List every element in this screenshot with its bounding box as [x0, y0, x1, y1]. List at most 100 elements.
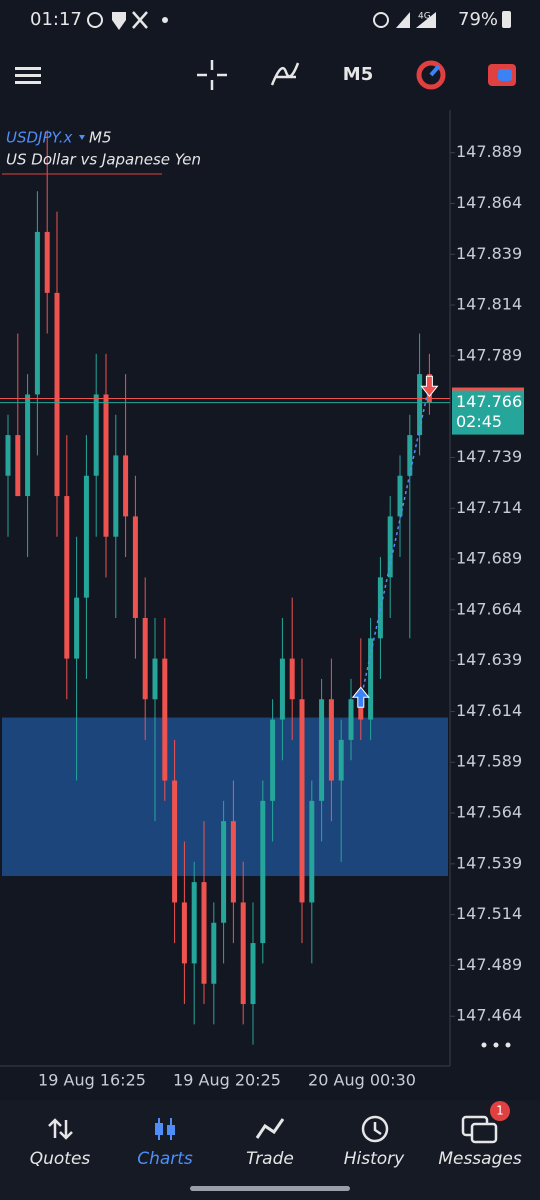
crosshair-button[interactable]: [197, 60, 227, 90]
history-icon: [361, 1115, 389, 1143]
more-button[interactable]: [481, 1042, 511, 1048]
account-button-inner: [498, 69, 512, 81]
x-tick-label: 20 Aug 00:30: [308, 1071, 416, 1090]
candle-body: [377, 577, 383, 639]
candle-body: [328, 699, 334, 781]
nav-bar: [0, 1100, 540, 1200]
candle-body: [221, 821, 227, 923]
candle-body: [74, 597, 80, 659]
y-tick-label: 147.614: [456, 701, 522, 720]
shield-icon: [112, 12, 126, 30]
bid-timer: 02:45: [456, 412, 502, 431]
menu-bar: [15, 67, 41, 70]
candle-body: [201, 882, 207, 984]
y-tick-label: 147.739: [456, 447, 522, 466]
nav-item[interactable]: History: [344, 1149, 405, 1169]
candle-body: [54, 292, 60, 497]
y-tick-label: 147.489: [456, 955, 522, 974]
badge: [490, 1101, 510, 1121]
nav-item[interactable]: Trade: [246, 1149, 294, 1169]
menu-button[interactable]: [15, 67, 41, 84]
y-tick-label: 147.639: [456, 650, 522, 669]
candle-body: [152, 658, 158, 700]
candle-body: [162, 658, 168, 781]
candle-body: [309, 800, 315, 903]
menu-bar: [15, 74, 41, 77]
y-tick-label: 147.464: [456, 1006, 522, 1025]
symbol-description: US Dollar vs Japanese Yen: [6, 151, 201, 169]
bid-label: 147.766: [456, 392, 522, 411]
signal-icon: [396, 12, 410, 28]
dot: [493, 1042, 499, 1048]
quotes-icon: [48, 1118, 73, 1140]
candle-body: [289, 658, 295, 700]
nav-item[interactable]: Quotes: [30, 1149, 91, 1169]
buy-arrow: [351, 686, 370, 708]
timeframe-button[interactable]: M5: [343, 64, 373, 85]
candle-body: [368, 638, 374, 720]
candle-body: [15, 435, 21, 497]
candle-body: [142, 617, 148, 700]
sell-arrow: [420, 375, 439, 398]
candle-body: [44, 231, 50, 293]
candle-body: [397, 475, 403, 517]
plot: 147.889 147.864 147.839 147.814 147.789 147.7…: [0, 130, 524, 1045]
candle-body: [34, 231, 40, 395]
candle-body: [319, 699, 325, 801]
charts-icon: [155, 1123, 163, 1135]
history-icon: [373, 1122, 382, 1136]
candle-body: [113, 455, 119, 537]
candle-body: [417, 374, 423, 436]
network: 4G: [418, 12, 431, 22]
candle-body: [240, 902, 246, 1005]
candle-body: [172, 780, 178, 903]
charts-icon: [167, 1125, 175, 1135]
dot: [162, 17, 168, 23]
battery-icon: [502, 11, 511, 28]
candle-body: [25, 394, 31, 497]
battery-level: 79%: [458, 9, 498, 30]
candle-body: [93, 394, 99, 476]
x-tick-label: 19 Aug 16:25: [38, 1071, 146, 1090]
candle-body: [260, 800, 266, 944]
home-indicator: [190, 1186, 350, 1191]
app-icon: [87, 12, 103, 28]
dot: [505, 1042, 511, 1048]
candle-body: [64, 496, 70, 659]
candle-body: [338, 739, 344, 781]
y-tick-label: 147.714: [456, 498, 522, 517]
dot: [481, 1042, 487, 1048]
y-tick-label: 147.514: [456, 904, 522, 923]
trade-icon: [255, 1118, 285, 1139]
x-tick-label: 19 Aug 20:25: [173, 1071, 281, 1090]
y-tick-label: 147.689: [456, 549, 522, 568]
candle-body: [83, 475, 89, 598]
candle-body: [387, 516, 393, 578]
symbol[interactable]: USDJPY.x: [6, 129, 73, 147]
candle-body: [279, 658, 285, 720]
nav-item[interactable]: Charts: [137, 1149, 193, 1169]
trade-button-needle: [429, 64, 441, 77]
bid-label-box: [452, 390, 524, 435]
badge-count: 1: [496, 1104, 504, 1118]
y-tick-label: 147.814: [456, 295, 522, 314]
trade-button[interactable]: [416, 60, 446, 90]
candle-body: [132, 516, 138, 618]
candle-body: [407, 435, 413, 476]
indicators-button[interactable]: [270, 62, 300, 86]
candle-body: [211, 922, 217, 984]
candle-body: [123, 455, 129, 517]
candle-body: [348, 699, 354, 740]
alarm-icon: [373, 12, 389, 28]
y-tick-label: 147.864: [456, 193, 522, 212]
menu-bar: [15, 81, 41, 84]
messages-icon: [470, 1122, 498, 1144]
candle-body: [250, 943, 256, 1005]
chart-timeframe: M5: [89, 129, 112, 147]
nav-item[interactable]: Messages: [438, 1149, 522, 1169]
status-time: 01:17: [30, 9, 82, 30]
candle-body: [299, 699, 305, 903]
candle-body: [5, 435, 11, 476]
y-tick-label: 147.889: [456, 142, 522, 161]
